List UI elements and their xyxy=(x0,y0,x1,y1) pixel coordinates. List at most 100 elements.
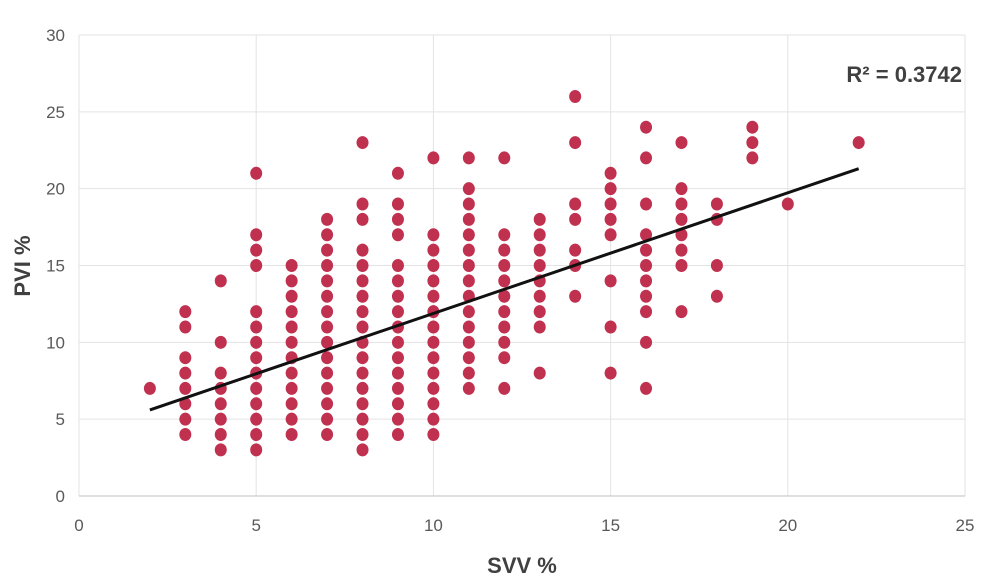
data-point xyxy=(675,212,688,226)
data-point xyxy=(640,289,653,303)
data-point xyxy=(321,289,334,303)
data-point xyxy=(498,320,511,334)
data-point xyxy=(462,351,475,365)
data-point xyxy=(427,259,440,272)
data-point xyxy=(640,274,653,288)
data-point xyxy=(462,366,475,380)
data-point xyxy=(498,335,511,349)
data-point xyxy=(356,381,369,395)
data-point xyxy=(321,351,334,365)
data-point xyxy=(604,320,617,334)
data-point xyxy=(498,289,511,303)
data-point xyxy=(250,443,263,457)
data-point xyxy=(285,305,298,319)
data-point xyxy=(179,381,192,395)
y-tick-label: 30 xyxy=(46,26,65,45)
data-point xyxy=(250,228,263,242)
y-tick-label: 15 xyxy=(46,257,65,276)
data-point xyxy=(462,197,475,211)
data-point xyxy=(321,274,334,288)
data-point xyxy=(640,120,653,134)
data-point xyxy=(498,274,511,288)
data-point xyxy=(321,428,334,442)
data-point xyxy=(250,397,263,411)
data-points xyxy=(143,89,865,457)
data-point xyxy=(250,166,263,180)
data-point xyxy=(391,274,404,288)
data-point xyxy=(640,228,653,242)
data-point xyxy=(321,412,334,426)
data-point xyxy=(533,305,546,319)
data-point xyxy=(285,397,298,411)
data-point xyxy=(462,274,475,288)
data-point xyxy=(356,397,369,411)
data-point xyxy=(462,305,475,319)
data-point xyxy=(640,197,653,211)
data-point xyxy=(640,243,653,257)
data-point xyxy=(498,228,511,242)
data-point xyxy=(179,366,192,380)
data-point xyxy=(250,335,263,349)
data-point xyxy=(179,320,192,334)
data-point xyxy=(852,136,865,150)
data-point xyxy=(498,305,511,319)
data-point xyxy=(604,366,617,380)
data-point xyxy=(356,428,369,442)
y-tick-label: 0 xyxy=(56,487,65,506)
data-point xyxy=(356,289,369,303)
data-point xyxy=(640,305,653,319)
data-point xyxy=(498,351,511,365)
data-point xyxy=(391,166,404,180)
data-point xyxy=(569,89,582,103)
data-point xyxy=(391,381,404,395)
data-point xyxy=(604,166,617,180)
data-point xyxy=(781,197,794,211)
data-point xyxy=(391,335,404,349)
x-tick-label: 20 xyxy=(778,516,797,535)
x-tick-label: 25 xyxy=(956,516,975,535)
data-point xyxy=(462,259,475,272)
data-point xyxy=(391,228,404,242)
data-point xyxy=(356,305,369,319)
data-point xyxy=(604,197,617,211)
data-point xyxy=(391,428,404,442)
data-point xyxy=(427,351,440,365)
data-point xyxy=(604,274,617,288)
data-point xyxy=(250,381,263,395)
data-point xyxy=(214,428,227,442)
data-point xyxy=(746,120,759,134)
y-tick-label: 5 xyxy=(56,410,65,429)
data-point xyxy=(498,151,511,165)
data-point xyxy=(285,366,298,380)
data-point xyxy=(391,412,404,426)
data-point xyxy=(746,136,759,150)
data-point xyxy=(391,351,404,365)
data-point xyxy=(533,243,546,257)
data-point xyxy=(285,320,298,334)
data-point xyxy=(285,274,298,288)
data-point xyxy=(356,136,369,150)
y-tick-label: 10 xyxy=(46,333,65,352)
y-tick-label: 20 xyxy=(46,180,65,199)
data-point xyxy=(356,366,369,380)
y-tick-label: 25 xyxy=(46,103,65,122)
data-point xyxy=(427,243,440,257)
data-point xyxy=(250,259,263,272)
data-point xyxy=(356,243,369,257)
data-point xyxy=(321,335,334,349)
data-point xyxy=(675,197,688,211)
data-point xyxy=(321,397,334,411)
data-point xyxy=(356,197,369,211)
data-point xyxy=(321,320,334,334)
data-point xyxy=(533,228,546,242)
x-tick-label: 15 xyxy=(601,516,620,535)
data-point xyxy=(391,259,404,272)
data-point xyxy=(533,320,546,334)
data-point xyxy=(214,397,227,411)
data-point xyxy=(214,274,227,288)
data-point xyxy=(427,381,440,395)
data-point xyxy=(533,259,546,272)
data-point xyxy=(427,289,440,303)
data-point xyxy=(604,182,617,196)
